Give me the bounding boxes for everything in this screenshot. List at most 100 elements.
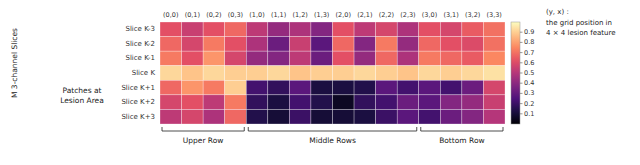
heatmap-cell [333,109,355,124]
heatmap-cell [203,109,225,124]
heatmap-cell [419,95,441,110]
heatmap-cell [397,95,419,110]
colorbar-tick [520,62,523,63]
group-bracket [421,127,503,131]
colorbar-tick-label: 0.5 [524,69,534,77]
colorbar-tick-label: 0.9 [524,28,534,36]
heatmap-cell [203,37,225,52]
row-label: Slice K-2 [125,40,155,48]
heatmap-cell [289,95,311,110]
colorbar-tick-label: 0.4 [524,79,534,87]
heatmap-cell [440,109,462,124]
heatmap-cell [268,51,290,66]
heatmap-cell [203,22,225,37]
heatmap-cell [246,109,268,124]
heatmap-cell [440,95,462,110]
heatmap-cell [182,109,204,124]
column-label: (0,2) [206,11,221,19]
title-line: (y, x) : [546,8,569,16]
heatmap-cell [311,37,333,52]
column-label: (2,3) [400,11,415,19]
colorbar-tick [520,103,523,104]
column-label: (1,2) [292,11,307,19]
heatmap-cell [311,109,333,124]
heatmap-cell [419,51,441,66]
column-label: (0,1) [185,11,200,19]
heatmap-cell [182,66,204,81]
row-label: Slice K-1 [125,54,155,62]
heatmap-cell [289,37,311,52]
column-label: (3,0) [422,11,437,19]
column-label: (1,0) [249,11,264,19]
heatmap-cell [440,22,462,37]
colorbar-tick-label: 0.1 [524,110,534,118]
heatmap-cell [376,22,398,37]
heatmap-cell [397,51,419,66]
heatmap-cell [311,80,333,95]
heatmap-cell [376,37,398,52]
heatmap-cell [440,80,462,95]
y-axis-label: M 3-channel Slices [10,28,19,98]
colorbar-tick [520,113,523,114]
colorbar-tick-label: 0.7 [524,49,534,57]
heatmap-cell [268,109,290,124]
heatmap-cell [354,22,376,37]
annotation-line: Lesion Area [60,96,104,105]
heatmap-cell [462,66,484,81]
chart: (0,0)(0,1)(0,2)(0,3)(1,0)(1,1)(1,2)(1,3)… [0,0,640,165]
heatmap-cell [462,95,484,110]
column-label: (3,2) [465,11,480,19]
group-bracket [162,127,244,131]
title-line: 4 × 4 lesion feature [546,29,616,37]
heatmap-cell [225,37,247,52]
heatmap-cell [289,109,311,124]
heatmap-cell [160,95,182,110]
heatmap-cell [246,22,268,37]
heatmap-cell [440,37,462,52]
row-label: Slice K+2 [121,98,155,106]
heatmap-cell [311,95,333,110]
heatmap-cell [333,95,355,110]
heatmap-cell [440,66,462,81]
row-label: Slice K+1 [121,84,155,92]
heatmap-cell [203,80,225,95]
heatmap-cell [397,66,419,81]
heatmap-cell [203,51,225,66]
heatmap-cell [246,95,268,110]
heatmap-cell [419,109,441,124]
heatmap-cell [182,95,204,110]
heatmap-cell [354,51,376,66]
column-label: (3,3) [487,11,502,19]
heatmap-cell [182,22,204,37]
heatmap-cell [333,80,355,95]
heatmap-cell [289,80,311,95]
heatmap-cell [333,37,355,52]
heatmap-cells [160,22,505,124]
heatmap-cell [483,80,505,95]
colorbar-tick [520,42,523,43]
heatmap-cell [225,66,247,81]
heatmap-cell [483,95,505,110]
heatmap-cell [462,51,484,66]
heatmap-cell [268,95,290,110]
colorbar-tick-label: 0.8 [524,38,534,46]
heatmap-cell [483,51,505,66]
heatmap-cell [225,109,247,124]
annotation: Patches atLesion Area [60,86,104,105]
heatmap-cell [225,51,247,66]
heatmap-cell [160,22,182,37]
heatmap-cell [203,95,225,110]
title: (y, x) : the grid position in 4 × 4 lesion… [546,8,616,37]
title-line: the grid position in [546,19,612,27]
colorbar-tick-label: 0.2 [524,100,534,108]
colorbar [511,22,520,124]
heatmap-cell [246,80,268,95]
column-label: (2,2) [379,11,394,19]
heatmap-cell [160,80,182,95]
column-label: (3,1) [443,11,458,19]
heatmap-cell [376,80,398,95]
group-label: Upper Row [183,136,224,145]
row-label: Slice K-3 [125,25,155,33]
heatmap-cell [333,22,355,37]
group-label: Bottom Row [439,136,485,145]
